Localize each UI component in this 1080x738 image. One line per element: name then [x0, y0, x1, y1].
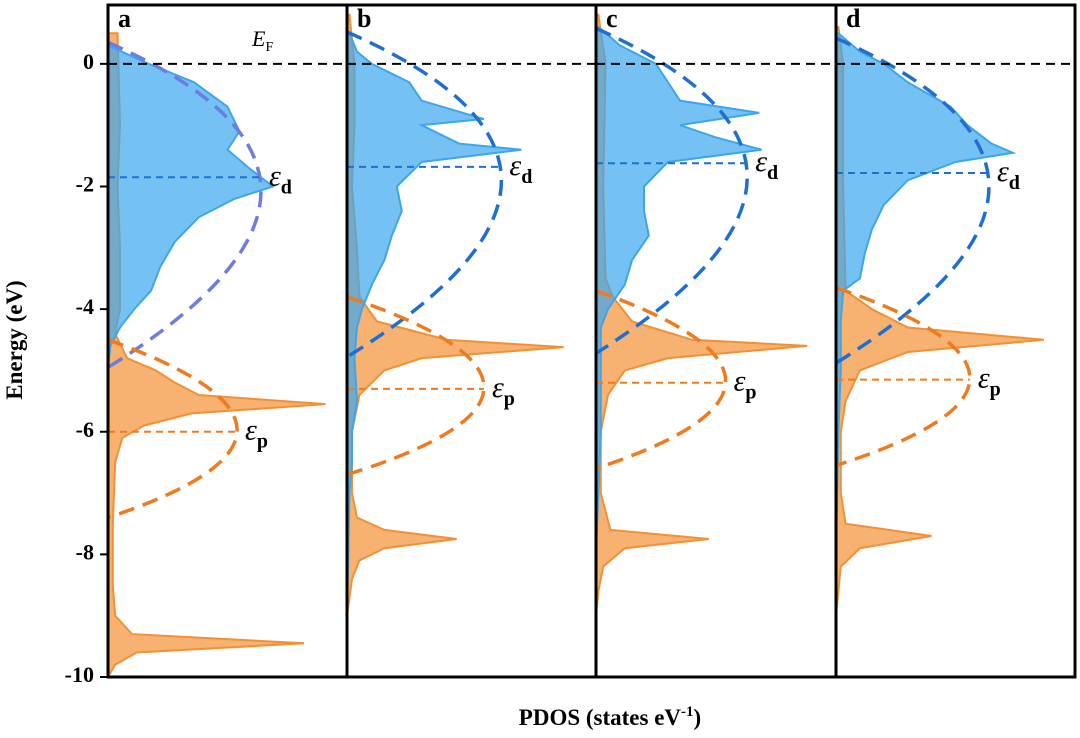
band-center-label: εp [245, 414, 268, 453]
subscript: p [745, 382, 756, 404]
y-tick-label: -8 [76, 539, 94, 564]
epsilon: ε [245, 414, 257, 447]
band-center-label: εd [755, 145, 778, 184]
panel [596, 13, 808, 616]
band-center-arc [836, 36, 991, 365]
epsilon: ε [755, 145, 767, 178]
band-center-label: εp [492, 371, 515, 410]
band-center-arc [347, 30, 504, 359]
epsilon: ε [734, 365, 746, 398]
band-center-label: εp [978, 362, 1001, 401]
subscript: p [504, 388, 515, 410]
subscript: d [767, 162, 778, 184]
pdos-area [347, 32, 522, 616]
subscript: d [281, 176, 292, 198]
band-center-label: εd [997, 155, 1020, 194]
epsilon: ε [997, 155, 1009, 188]
panel [347, 13, 564, 616]
y-tick-label: 0 [83, 49, 94, 74]
panel-frame [834, 3, 1077, 679]
y-tick-label: -2 [76, 172, 94, 197]
pdos-area [596, 26, 762, 555]
band-center-label: εd [509, 149, 532, 188]
x-axis-title: PDOS (states eV-1) [519, 704, 701, 730]
panel-label: d [846, 4, 861, 33]
y-tick-label: -6 [76, 417, 94, 442]
y-tick-label: -4 [76, 294, 94, 319]
x-axis-title-main: PDOS (states eV [519, 705, 682, 730]
epsilon: ε [269, 159, 281, 192]
band-center-label: εp [734, 365, 757, 404]
epsilon: ε [492, 371, 504, 404]
epsilon: ε [509, 149, 521, 182]
fermi-label: EF [251, 26, 273, 55]
band-center-arc [596, 26, 749, 355]
panel-label: a [118, 4, 131, 33]
subscript: p [257, 431, 268, 453]
x-axis-title-sup: -1 [681, 704, 694, 720]
band-center-arc [596, 289, 728, 471]
y-axis-title: Energy (eV) [2, 280, 27, 399]
band-center-arc [108, 338, 239, 520]
panel [108, 32, 326, 677]
fermi-symbol: E [251, 26, 266, 51]
subscript: d [521, 166, 532, 188]
panel [836, 26, 1045, 616]
pdos-area [108, 44, 276, 371]
pdos-area [836, 32, 1017, 555]
y-tick-label: -10 [65, 662, 94, 687]
band-center-arc [108, 40, 263, 369]
subscript: d [1009, 172, 1020, 194]
fermi-sub: F [265, 40, 273, 55]
subscript: p [990, 379, 1001, 401]
panel-label: c [606, 4, 618, 33]
band-center-label: εd [269, 159, 292, 198]
epsilon: ε [978, 362, 990, 395]
panel-label: b [357, 4, 371, 33]
x-axis-title-end: ) [694, 705, 702, 730]
